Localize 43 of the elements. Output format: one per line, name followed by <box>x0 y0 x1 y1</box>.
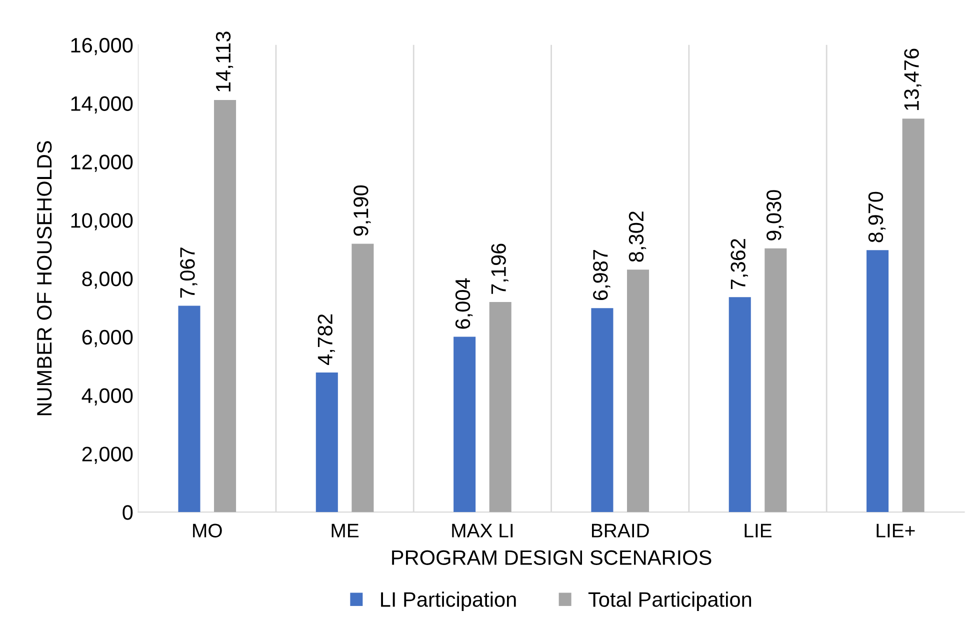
y-tick-label: 16,000 <box>71 38 133 56</box>
bar <box>178 306 200 512</box>
bar <box>866 250 889 512</box>
bar <box>489 302 512 512</box>
x-tick-label: LIE+ <box>876 524 915 538</box>
x-tick-label: BRAID <box>592 524 649 538</box>
data-label: 9,030 <box>766 190 784 240</box>
data-label: 13,476 <box>904 48 922 110</box>
y-tick-label: 10,000 <box>71 213 133 230</box>
bar <box>591 308 614 512</box>
bar <box>454 336 476 512</box>
data-label: 14,113 <box>216 32 234 92</box>
data-label: 6,004 <box>455 278 473 329</box>
bar <box>728 297 751 512</box>
bar <box>764 248 787 512</box>
bar <box>214 100 236 512</box>
data-label: 8,970 <box>868 192 886 242</box>
x-tick-label: MO <box>193 524 222 538</box>
legend-label: LI Participation <box>381 592 516 612</box>
y-tick-label: 4,000 <box>82 388 133 406</box>
x-axis-title: PROGRAM DESIGN SCENARIOS <box>392 550 712 565</box>
y-tick-label: 6,000 <box>82 330 133 348</box>
data-label: 9,190 <box>354 185 371 236</box>
x-tick-label: LIE <box>744 524 772 538</box>
x-tick-label: ME <box>332 524 359 538</box>
data-label: 7,362 <box>730 239 748 290</box>
bar <box>626 270 650 512</box>
y-tick-label: 12,000 <box>71 154 133 172</box>
legend-label: Total Participation <box>588 592 752 612</box>
data-label: 7,067 <box>180 248 198 298</box>
bar <box>902 118 924 512</box>
data-label: 4,782 <box>318 314 335 365</box>
y-axis-title: NUMBER OF HOUSEHOLDS <box>36 141 52 416</box>
y-tick-label: 0 <box>122 505 133 520</box>
y-tick-label: 2,000 <box>82 446 133 464</box>
bar <box>352 244 374 512</box>
data-label: 7,196 <box>491 244 508 294</box>
y-tick-label: 14,000 <box>71 96 133 114</box>
data-label: 8,302 <box>628 212 646 262</box>
y-tick-label: 8,000 <box>82 271 133 289</box>
bar <box>316 372 338 512</box>
data-label: 6,987 <box>593 250 610 300</box>
x-tick-label: MAX LI <box>452 524 513 538</box>
